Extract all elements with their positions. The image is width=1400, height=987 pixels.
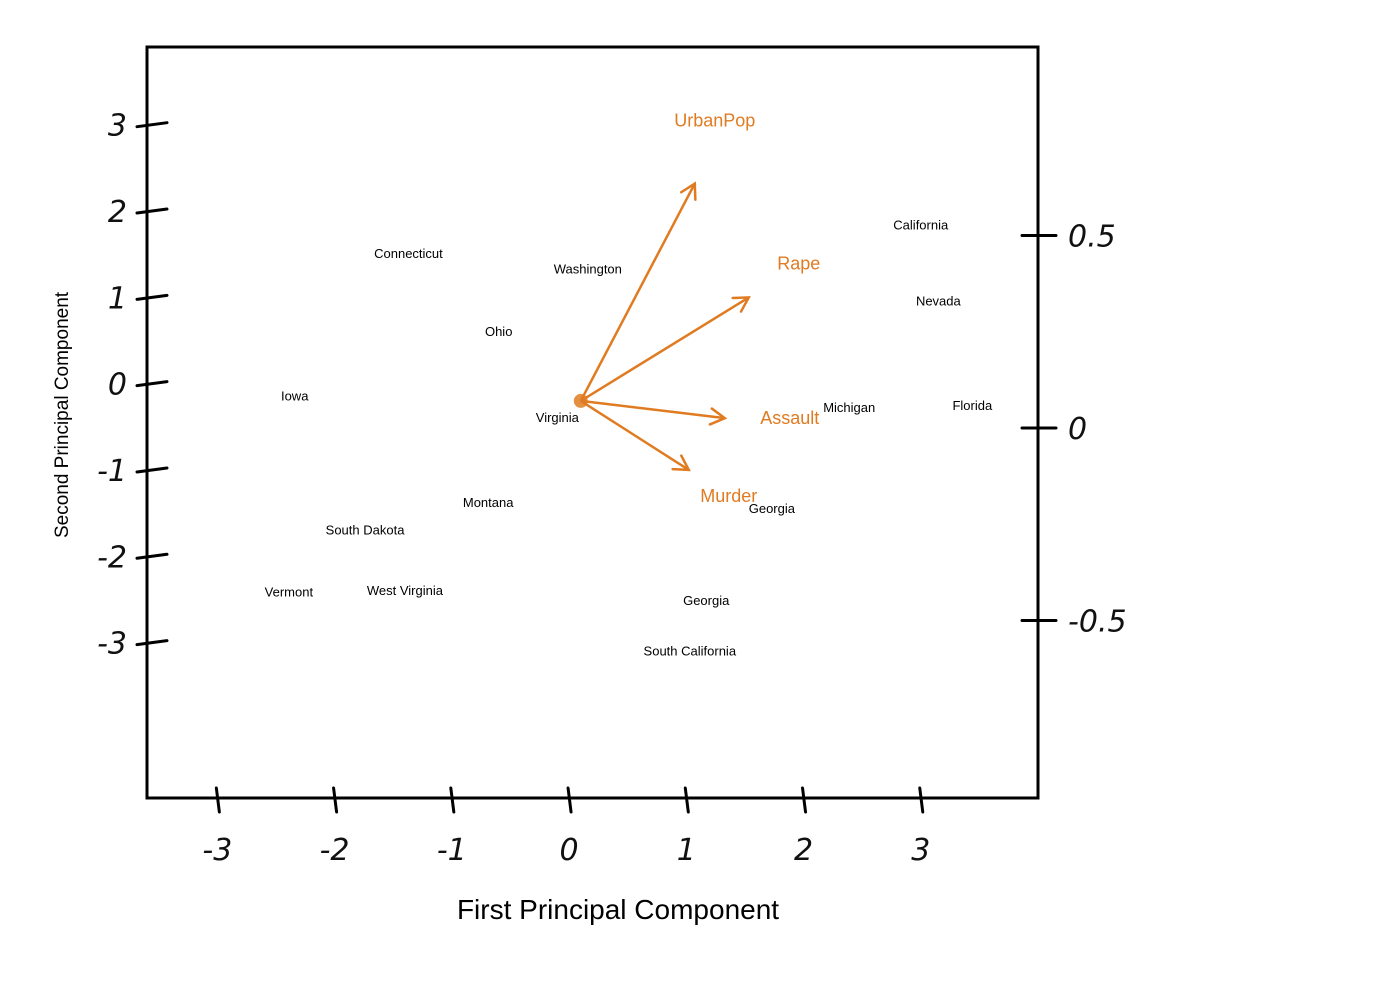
right-axis-ticks: 0.5 0 -0.5	[1020, 220, 1127, 640]
y-tick-label: -1	[97, 454, 127, 489]
x-tick-label: 0	[560, 833, 579, 868]
plot-frame	[145, 45, 1040, 800]
state-label: Iowa	[281, 389, 309, 404]
state-label: California	[893, 218, 949, 233]
loading-label: Murder	[700, 486, 757, 506]
state-label: Washington	[554, 262, 622, 277]
right-tick-label: 0	[1068, 412, 1087, 447]
x-axis-title: First Principal Component	[457, 894, 779, 925]
x-tick-label: -1	[437, 833, 467, 868]
state-label: Nevada	[916, 294, 962, 309]
state-label: Vermont	[265, 585, 314, 600]
x-tick-label: 2	[794, 833, 813, 868]
y-tick	[135, 293, 169, 301]
loading-arrow	[579, 181, 697, 402]
state-label: Montana	[463, 495, 514, 510]
y-tick-label: 0	[108, 368, 127, 403]
state-label: West Virginia	[367, 583, 444, 598]
state-label: Ohio	[485, 324, 512, 339]
y-tick	[135, 639, 169, 647]
y-tick	[135, 121, 169, 129]
loading-arrow	[580, 296, 751, 402]
y-axis-title: Second Principal Component	[52, 291, 73, 538]
x-tick	[214, 786, 221, 814]
x-tick-label: 3	[911, 833, 930, 868]
state-points: Connecticut Washington Ohio Iowa Virginia Mon…	[265, 218, 993, 659]
right-tick-label: 0.5	[1068, 220, 1116, 255]
state-label: South California	[644, 643, 737, 658]
x-tick	[683, 786, 690, 814]
y-tick	[135, 552, 169, 560]
y-tick-label: -3	[97, 627, 127, 662]
x-tick	[332, 786, 339, 814]
x-tick	[918, 786, 925, 814]
x-tick	[449, 786, 456, 814]
y-tick	[135, 380, 169, 388]
loading-arrow	[580, 399, 691, 472]
x-tick-label: 1	[677, 833, 696, 868]
state-label: Michigan	[823, 400, 875, 415]
y-tick-label: -2	[97, 540, 127, 575]
x-axis-ticks: -3 -2 -1 0 1 2 3	[202, 786, 930, 868]
y-axis-ticks: 3 2 1 0 -1 -2 -3	[97, 109, 169, 662]
y-tick	[135, 207, 169, 215]
state-label: Florida	[952, 398, 993, 413]
x-tick-label: -3	[202, 833, 232, 868]
y-tick	[135, 466, 169, 474]
state-label: Georgia	[683, 593, 730, 608]
y-tick-label: 2	[108, 195, 127, 230]
state-label: Virginia	[536, 410, 580, 425]
y-tick-label: 1	[108, 281, 127, 316]
x-tick	[801, 786, 808, 814]
loading-label: Assault	[760, 408, 819, 428]
x-tick	[566, 786, 573, 814]
state-label: Georgia	[749, 501, 796, 516]
loading-vectors: UrbanPop Rape Assault Murder	[573, 111, 820, 506]
x-tick-label: -2	[320, 833, 350, 868]
right-tick-label: -0.5	[1068, 605, 1127, 640]
loading-label: Rape	[777, 253, 820, 273]
loading-arrow	[580, 399, 728, 426]
plot-border	[145, 45, 1040, 800]
state-label: Connecticut	[374, 246, 443, 261]
state-label: South Dakota	[326, 522, 406, 537]
y-tick-label: 3	[108, 109, 127, 144]
loading-label: UrbanPop	[674, 111, 755, 131]
